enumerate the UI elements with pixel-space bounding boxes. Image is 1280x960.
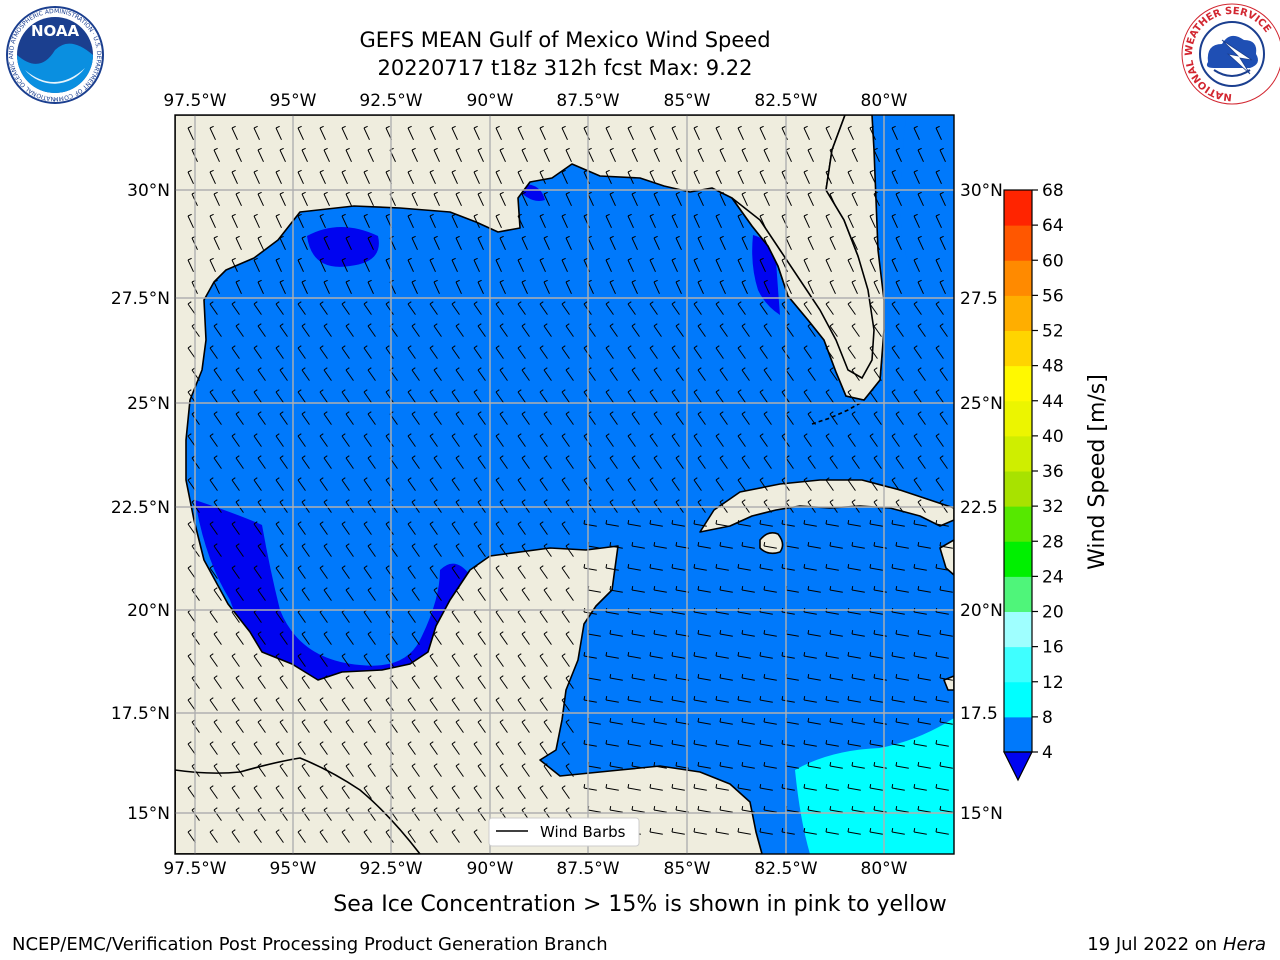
lat-tick-label: 25°N [960,394,1003,414]
lat-tick-label: 30°N [960,181,1003,201]
colorbar-tick-label: 68 [1042,181,1064,201]
lat-tick-label: 27.5 [960,289,998,309]
colorbar-segment [1004,646,1032,683]
lon-tick-label: 85°W [664,859,711,879]
lat-ticks-right: 30°N 27.5 25°N 22.5 20°N 17.5 15°N [960,181,1003,824]
chart-title: GEFS MEAN Gulf of Mexico Wind Speed [359,28,770,52]
colorbar-segment [1004,365,1032,402]
colorbar-segment [1004,681,1032,718]
colorbar-tick-label: 44 [1042,392,1064,412]
lat-tick-label: 15°N [127,804,170,824]
lat-tick-label: 20°N [127,601,170,621]
colorbar-segment [1004,435,1032,472]
lat-tick-label: 22.5 [960,498,998,518]
florida-keys [811,401,863,425]
lon-tick-label: 85°W [664,91,711,111]
legend-label: Wind Barbs [540,823,626,841]
colorbar-segment [1004,225,1032,261]
colorbar-segment [1004,576,1032,612]
colorbar-segment [1004,190,1032,226]
colorbar-segment [1004,541,1032,577]
atlantic-water [845,115,954,330]
lon-tick-label: 92.5°W [359,91,422,111]
colorbar-segment [1004,400,1032,437]
footer-credit: NCEP/EMC/Verification Post Processing Pr… [12,934,608,955]
lat-tick-label: 27.5°N [111,289,170,309]
lat-tick-label: 17.5 [960,704,998,724]
colorbar-tick-label: 28 [1042,532,1064,552]
colorbar-tick-label: 32 [1042,497,1064,517]
colorbar-segment [1004,295,1032,331]
lon-tick-label: 90°W [467,859,514,879]
lon-tick-label: 80°W [861,859,908,879]
lon-tick-label: 82.5°W [754,859,817,879]
land-isla-juventud [759,532,784,555]
colorbar-segment [1004,471,1032,507]
graticule [175,115,954,854]
noaa-logo-text: NOAA [31,22,80,40]
colorbar-tick-label: 16 [1042,638,1064,658]
lat-tick-label: 15°N [960,804,1003,824]
lon-tick-label: 97.5°W [163,859,226,879]
lon-tick-label: 95°W [270,91,317,111]
lat-tick-label: 20°N [960,601,1003,621]
land-central-america [175,757,421,854]
lon-tick-label: 95°W [270,859,317,879]
map-border [174,114,955,855]
lat-tick-label: 30°N [127,181,170,201]
colorbar-segment [1004,330,1032,367]
colorbar-tick-label: 12 [1042,673,1064,693]
lon-tick-label: 97.5°W [163,91,226,111]
footer-date: 19 Jul 2022 on Hera [1087,934,1266,955]
colorbar-tick-label: 60 [1042,251,1064,271]
colorbar-tick-label: 4 [1042,743,1053,763]
lon-tick-label: 92.5°W [359,859,422,879]
wind-barbs [187,125,953,843]
lat-ticks-left: 30°N 27.5°N 25°N 22.5°N 20°N 17.5°N 15°N [111,181,170,824]
lon-ticks-bottom: 97.5°W 95°W 92.5°W 90°W 87.5°W 85°W 82.5°W 80°W [163,859,907,879]
colorbar-tick-label: 8 [1042,708,1053,728]
noaa-logo: NATIONAL OCEANIC AND ATMOSPHERIC ADMINIS… [0,0,104,104]
colorbar-tick-label: 56 [1042,286,1064,306]
lat-tick-label: 25°N [127,394,170,414]
colorbar [1003,189,1033,782]
colorbar-tick-label: 40 [1042,427,1064,447]
wind-field-8-12 [795,718,954,854]
lat-tick-label: 22.5°N [111,498,170,518]
lat-tick-label: 17.5°N [111,704,170,724]
lon-ticks-top: 97.5°W 95°W 92.5°W 90°W 87.5°W 85°W 82.5°W 80°W [163,91,907,111]
lon-tick-label: 87.5°W [556,91,619,111]
colorbar-segment [1004,611,1032,648]
colorbar-tick-label: 64 [1042,216,1064,236]
lon-tick-label: 87.5°W [556,859,619,879]
lon-tick-label: 82.5°W [754,91,817,111]
sea-ice-note: Sea Ice Concentration > 15% is shown in … [333,892,947,917]
colorbar-segment [1004,260,1032,296]
colorbar-under-arrow [1003,751,1033,782]
colorbar-tick-label: 24 [1042,567,1064,587]
land-hispaniola-edge [939,539,954,576]
map-area [175,115,954,854]
colorbar-tick-label: 20 [1042,603,1064,623]
lon-tick-label: 80°W [861,91,908,111]
nws-logo: NATIONAL WEATHER SERVICE [1181,3,1280,105]
lon-tick-label: 90°W [467,91,514,111]
chart-subtitle: 20220717 t18z 312h fcst Max: 9.22 [378,56,753,80]
map-legend: Wind Barbs [488,817,640,847]
colorbar-tick-label: 52 [1042,322,1064,342]
colorbar-tick-label: 36 [1042,462,1064,482]
colorbar-tick-label: 48 [1042,357,1064,377]
colorbar-segment [1004,506,1032,542]
colorbar-label: Wind Speed [m/s] [1085,374,1110,570]
colorbar-segment [1004,716,1032,753]
